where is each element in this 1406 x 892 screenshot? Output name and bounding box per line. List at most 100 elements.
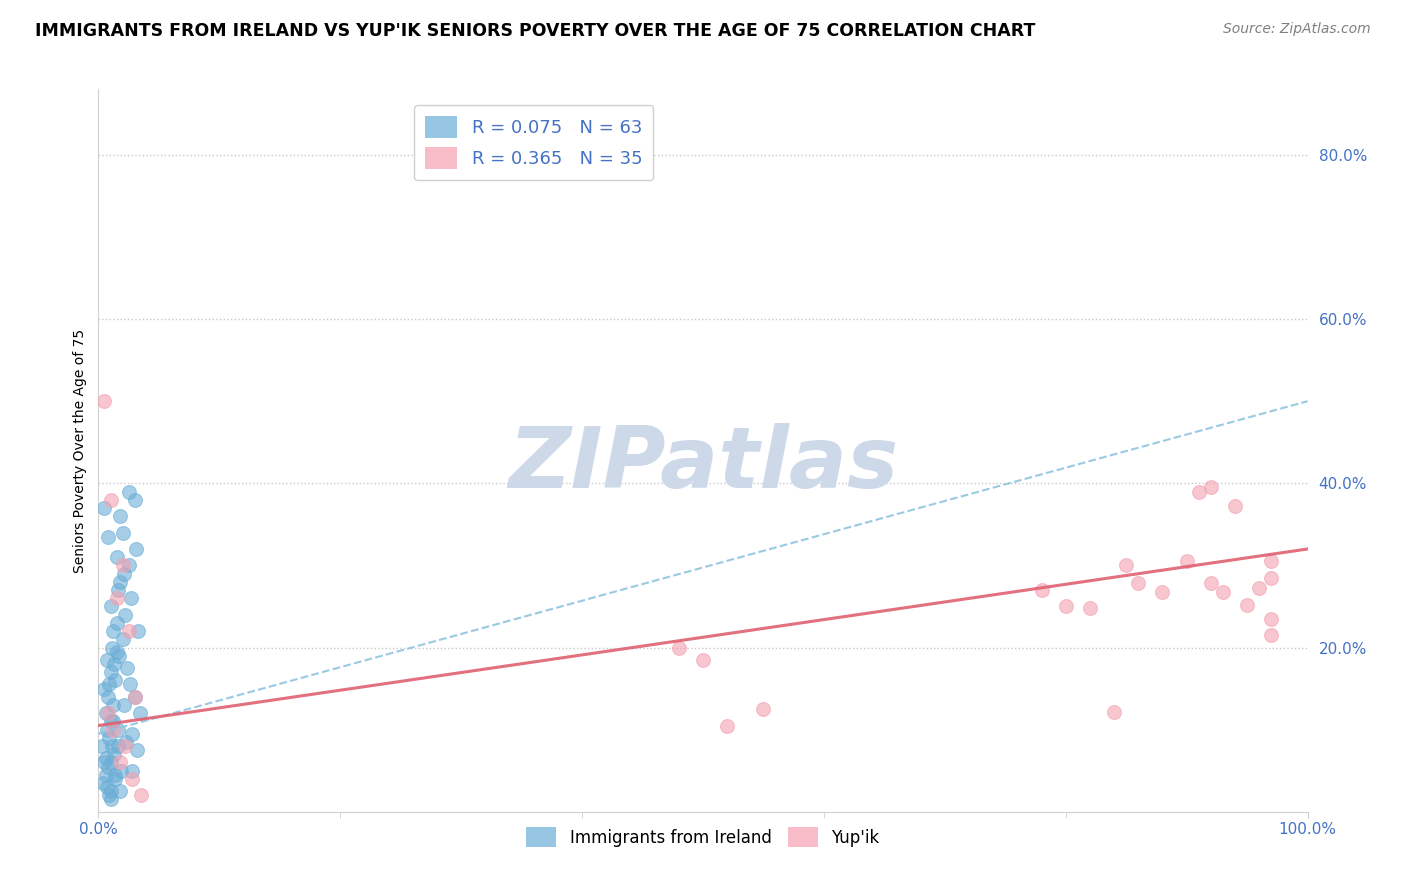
Y-axis label: Seniors Poverty Over the Age of 75: Seniors Poverty Over the Age of 75 [73,328,87,573]
Point [105,591,128,606]
Point [112,698,135,712]
Point [121,764,143,778]
Point [100,739,122,753]
Point [1249,582,1271,596]
Point [96,653,118,667]
Point [1031,582,1053,597]
Point [124,492,146,507]
Point [100,599,122,614]
Point [1236,598,1258,612]
Point [107,582,129,597]
Point [108,648,131,663]
Point [1115,558,1137,573]
Point [1199,480,1222,494]
Point [103,657,125,671]
Point [105,550,128,565]
Point [112,566,135,581]
Legend: Immigrants from Ireland, Yup'ik: Immigrants from Ireland, Yup'ik [520,821,886,854]
Point [124,690,146,704]
Point [108,509,131,524]
Point [108,756,131,770]
Text: Source: ZipAtlas.com: Source: ZipAtlas.com [1223,22,1371,37]
Point [1260,554,1282,568]
Point [98,731,121,745]
Point [1128,576,1150,591]
Point [105,645,128,659]
Point [1188,484,1211,499]
Point [93,756,115,770]
Point [1260,612,1282,626]
Point [107,739,129,753]
Point [1199,576,1222,591]
Point [114,739,136,753]
Point [111,632,134,647]
Text: IMMIGRANTS FROM IRELAND VS YUP'IK SENIORS POVERTY OVER THE AGE OF 75 CORRELATION: IMMIGRANTS FROM IRELAND VS YUP'IK SENIOR… [35,22,1036,40]
Point [1152,584,1174,599]
Point [1223,500,1246,514]
Point [1078,601,1101,615]
Point [91,739,114,753]
Point [93,500,115,515]
Point [100,492,122,507]
Point [100,640,122,655]
Point [114,607,136,622]
Point [97,706,120,721]
Point [98,789,121,803]
Point [692,653,714,667]
Point [93,394,115,409]
Point [128,706,150,721]
Point [127,743,149,757]
Point [110,764,132,778]
Point [98,677,121,691]
Point [101,698,124,712]
Point [127,624,149,639]
Point [118,484,141,499]
Point [100,784,122,798]
Point [716,718,738,732]
Point [117,661,139,675]
Point [121,727,143,741]
Point [1260,628,1282,642]
Point [129,789,152,803]
Point [118,558,141,573]
Point [93,681,115,696]
Point [104,772,127,786]
Point [108,574,131,589]
Point [121,772,143,786]
Point [94,751,117,765]
Point [111,525,134,540]
Point [91,776,114,790]
Point [100,665,122,680]
Point [115,735,138,749]
Point [100,714,122,729]
Point [108,784,131,798]
Point [668,640,690,655]
Point [125,541,148,556]
Point [111,558,134,573]
Point [103,747,125,762]
Point [100,792,122,806]
Point [104,768,127,782]
Point [120,591,142,606]
Point [96,780,118,794]
Point [94,706,117,721]
Point [118,677,141,691]
Text: ZIPatlas: ZIPatlas [508,424,898,507]
Point [97,530,120,544]
Point [96,723,118,737]
Point [1260,571,1282,585]
Point [124,690,146,704]
Point [97,690,120,704]
Point [105,615,128,630]
Point [94,768,117,782]
Point [118,624,141,639]
Point [101,723,124,737]
Point [1102,705,1125,719]
Point [1054,599,1077,614]
Point [100,756,122,770]
Point [107,723,129,737]
Point [97,759,120,773]
Point [1175,554,1198,568]
Point [1212,584,1234,599]
Point [101,714,124,729]
